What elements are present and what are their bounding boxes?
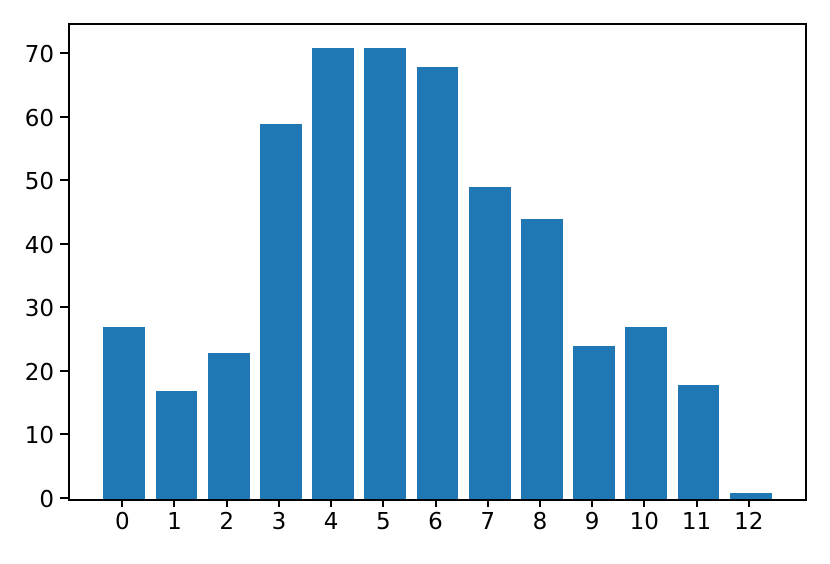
bar bbox=[573, 346, 615, 499]
bar bbox=[207, 352, 250, 499]
x-tick-label: 0 bbox=[114, 509, 130, 535]
x-axis-tick bbox=[591, 499, 594, 507]
bar bbox=[260, 123, 302, 499]
x-tick-label: 1 bbox=[167, 509, 182, 535]
bar bbox=[312, 47, 354, 499]
y-axis-tick bbox=[60, 306, 68, 309]
x-axis-tick bbox=[382, 499, 385, 507]
y-tick-label: 60 bbox=[24, 105, 54, 132]
x-axis-tick bbox=[277, 499, 280, 507]
x-axis-tick bbox=[173, 499, 176, 507]
x-tick-label: 8 bbox=[532, 509, 548, 535]
x-axis-tick bbox=[643, 499, 646, 507]
x-tick-label: 4 bbox=[323, 509, 339, 535]
x-axis-tick bbox=[747, 499, 750, 507]
x-tick-label: 10 bbox=[629, 509, 659, 535]
x-tick-label: 6 bbox=[428, 509, 443, 535]
y-tick-label: 40 bbox=[24, 232, 54, 259]
y-axis-tick bbox=[60, 433, 68, 436]
bar bbox=[155, 390, 198, 499]
x-tick-label: 11 bbox=[681, 509, 712, 535]
x-tick-label: 12 bbox=[734, 509, 764, 535]
bar bbox=[468, 187, 511, 499]
y-tick-label: 20 bbox=[24, 359, 54, 386]
bar bbox=[625, 327, 668, 499]
y-tick-label: 50 bbox=[24, 169, 54, 196]
bar bbox=[364, 47, 407, 499]
x-tick-label: 2 bbox=[219, 509, 234, 535]
y-tick-label: 30 bbox=[24, 296, 54, 323]
x-tick-label: 9 bbox=[584, 509, 600, 535]
x-axis-tick bbox=[121, 499, 124, 507]
y-axis-tick bbox=[60, 51, 68, 54]
x-axis-tick bbox=[330, 499, 333, 507]
bar bbox=[521, 219, 563, 499]
x-axis-tick bbox=[434, 499, 437, 507]
x-axis-tick bbox=[486, 499, 489, 507]
bar bbox=[416, 66, 459, 499]
x-tick-label: 5 bbox=[375, 509, 391, 535]
y-axis-tick bbox=[60, 179, 68, 182]
y-tick-label: 0 bbox=[39, 487, 54, 513]
y-axis-tick bbox=[60, 242, 68, 245]
y-axis-tick bbox=[60, 369, 68, 372]
y-tick-label: 70 bbox=[24, 41, 54, 68]
bar bbox=[729, 492, 772, 499]
y-tick-label: 10 bbox=[24, 423, 54, 450]
x-axis-tick bbox=[695, 499, 698, 507]
x-tick-label: 3 bbox=[271, 509, 287, 535]
plot-area bbox=[68, 23, 807, 501]
y-axis-tick bbox=[60, 497, 68, 499]
y-axis-tick bbox=[60, 115, 68, 118]
x-axis-tick bbox=[225, 499, 228, 507]
bar bbox=[103, 327, 146, 499]
bar bbox=[677, 384, 720, 499]
x-tick-label: 7 bbox=[480, 509, 495, 535]
x-axis-tick bbox=[538, 499, 541, 507]
